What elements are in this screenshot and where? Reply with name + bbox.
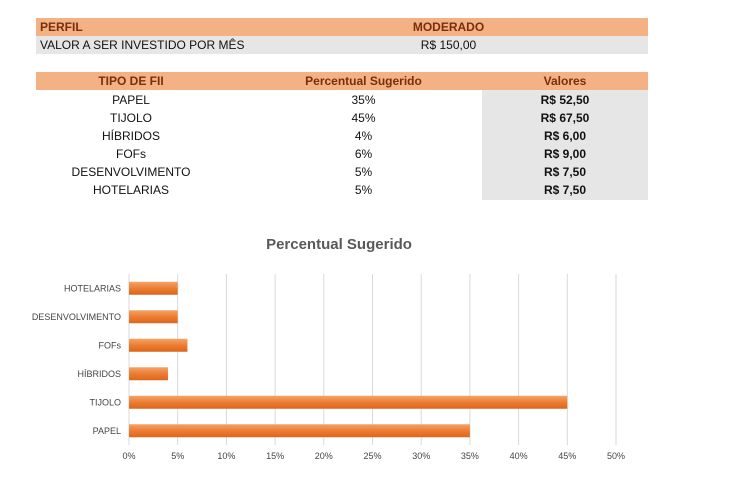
table-row: FOFs 6% R$ 9,00 — [36, 145, 648, 163]
profile-value: MODERADO — [412, 20, 485, 34]
x-tick-label: 40% — [510, 451, 528, 461]
chart-x-tick-labels: 0% 5% 10% 15% 20% 25% 30% 35% 40% 45% 50% — [122, 451, 625, 461]
x-tick-label: 45% — [558, 451, 576, 461]
table-row: TIJOLO 45% R$ 67,50 — [36, 109, 648, 127]
col-header-valores: Valores — [543, 74, 587, 88]
profile-label: PERFIL — [40, 20, 83, 34]
x-tick-label: 35% — [461, 451, 479, 461]
bar — [129, 395, 568, 409]
bar — [129, 367, 168, 381]
row-percentual: 5% — [354, 165, 373, 179]
row-valor: R$ 9,00 — [543, 147, 587, 161]
row-tipo: DESENVOLVIMENTO — [71, 165, 191, 179]
x-tick-label: 5% — [171, 451, 184, 461]
row-valor: R$ 67,50 — [540, 111, 590, 125]
table-row: HOTELARIAS 5% R$ 7,50 — [36, 181, 648, 199]
row-tipo: PAPEL — [112, 93, 150, 107]
profile-header-row: PERFIL MODERADO — [36, 18, 648, 36]
col-header-percentual: Percentual Sugerido — [305, 74, 422, 88]
table-header-row: TIPO DE FII Percentual Sugerido Valores — [36, 72, 648, 90]
bar — [129, 281, 178, 295]
bar — [129, 310, 178, 324]
x-tick-label: 50% — [607, 451, 625, 461]
chart-gridlines — [128, 274, 617, 445]
x-tick-label: 20% — [315, 451, 333, 461]
row-valor: R$ 52,50 — [540, 93, 590, 107]
row-tipo: TIJOLO — [109, 111, 152, 125]
table-row: PAPEL 35% R$ 52,50 — [36, 91, 648, 109]
x-tick-label: 0% — [122, 451, 135, 461]
chart-title: Percentual Sugerido — [266, 236, 412, 253]
investment-value: R$ 150,00 — [420, 38, 477, 52]
category-label: PAPEL — [93, 426, 121, 436]
x-tick-label: 25% — [363, 451, 381, 461]
row-percentual: 5% — [354, 183, 373, 197]
row-valor: R$ 6,00 — [543, 129, 587, 143]
investment-row: VALOR A SER INVESTIDO POR MÊS R$ 150,00 — [36, 36, 648, 54]
chart-bars — [129, 281, 568, 438]
category-label: HÍBRIDOS — [77, 369, 121, 379]
category-label: FOFs — [99, 340, 122, 350]
investment-label: VALOR A SER INVESTIDO POR MÊS — [40, 38, 245, 52]
chart-category-labels: PAPEL TIJOLO HÍBRIDOS FOFs DESENVOLVIMENTO HO… — [32, 283, 122, 436]
row-percentual: 4% — [354, 129, 373, 143]
x-tick-label: 10% — [217, 451, 235, 461]
row-valor: R$ 7,50 — [543, 165, 587, 179]
category-label: TIJOLO — [89, 397, 121, 407]
row-percentual: 35% — [351, 93, 376, 107]
row-tipo: HOTELARIAS — [92, 183, 170, 197]
row-percentual: 45% — [351, 111, 376, 125]
row-valor: R$ 7,50 — [543, 183, 587, 197]
table-row: DESENVOLVIMENTO 5% R$ 7,50 — [36, 163, 648, 181]
category-label: HOTELARIAS — [64, 283, 121, 293]
bar — [129, 338, 188, 352]
values-column-background — [482, 90, 648, 200]
x-tick-label: 30% — [412, 451, 430, 461]
col-header-tipo: TIPO DE FII — [98, 74, 164, 88]
category-label: DESENVOLVIMENTO — [32, 312, 121, 322]
row-percentual: 6% — [354, 147, 373, 161]
bar — [129, 424, 470, 438]
percentual-sugerido-chart: Percentual Sugerido PAPEL TIJOLO HÍBRIDOS F… — [32, 236, 625, 461]
table-row: HÍBRIDOS 4% R$ 6,00 — [36, 127, 648, 145]
row-tipo: FOFs — [116, 147, 146, 161]
x-tick-label: 15% — [266, 451, 284, 461]
row-tipo: HÍBRIDOS — [101, 129, 160, 143]
